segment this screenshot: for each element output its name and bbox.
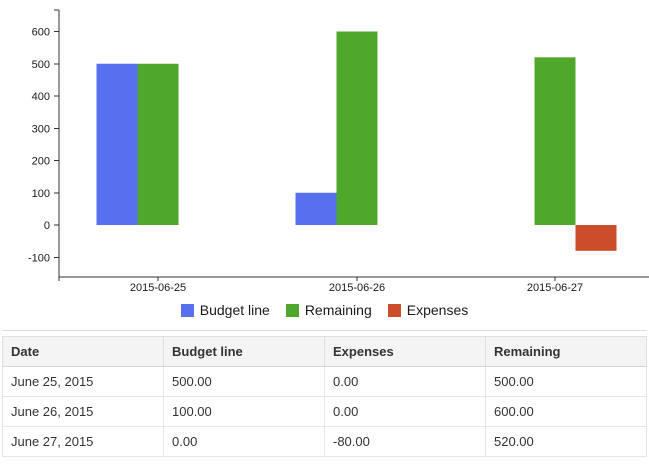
table-row: June 25, 2015 500.00 0.00 500.00	[2, 366, 647, 397]
table-cell: 0.00	[324, 366, 486, 397]
x-axis-category-label: 2015-06-25	[130, 282, 186, 294]
bar-remaining-2015-06-25[interactable]	[137, 63, 179, 225]
bar-budget-line-2015-06-25[interactable]	[96, 63, 138, 225]
legend-label: Remaining	[304, 302, 372, 318]
table-cell: 500.00	[163, 366, 325, 397]
bar-remaining-2015-06-26[interactable]	[336, 31, 378, 226]
legend-item-remaining[interactable]: Remaining	[285, 302, 372, 318]
table-row: June 27, 2015 0.00 -80.00 520.00	[2, 426, 647, 457]
column-header-expenses: Expenses	[324, 336, 486, 367]
y-axis-tick-label: 100	[32, 188, 50, 200]
table-header: Date Budget line Expenses Remaining	[2, 336, 647, 367]
table-cell: 0.00	[324, 396, 486, 427]
table-body: June 25, 2015 500.00 0.00 500.00 June 26, 20…	[2, 366, 647, 457]
y-axis-tick-label: 200	[32, 156, 50, 168]
budget-table: Date Budget line Expenses Remaining June 25…	[2, 336, 647, 457]
table-cell: 520.00	[485, 426, 647, 457]
column-header-budget-line: Budget line	[163, 336, 325, 367]
y-axis-tick-label: 600	[32, 27, 50, 39]
table-cell: 500.00	[485, 366, 647, 397]
y-axis-tick-label: 300	[32, 123, 50, 135]
legend-swatch-remaining	[285, 303, 299, 317]
bar-remaining-2015-06-27[interactable]	[534, 57, 576, 225]
table-cell: 600.00	[485, 396, 647, 427]
y-axis-tick-label: -100	[28, 252, 50, 264]
table-cell: June 26, 2015	[2, 396, 164, 427]
table-cell: 0.00	[163, 426, 325, 457]
y-axis-tick-label: 0	[44, 220, 50, 232]
legend-label: Expenses	[406, 302, 469, 318]
section-divider	[2, 330, 647, 331]
legend-label: Budget line	[199, 302, 270, 318]
column-header-date: Date	[2, 336, 164, 367]
table-cell: 100.00	[163, 396, 325, 427]
table-row: June 26, 2015 100.00 0.00 600.00	[2, 396, 647, 427]
bar-budget-line-2015-06-26[interactable]	[295, 192, 337, 225]
budget-bar-chart[interactable]: -100 0 100 200 300 400 500 600 2015-06-25 2015-06…	[0, 0, 649, 296]
table-cell: June 25, 2015	[2, 366, 164, 397]
x-axis-category-label: 2015-06-27	[527, 282, 583, 294]
bar-expenses-2015-06-27[interactable]	[575, 225, 617, 251]
legend-swatch-expenses	[387, 303, 401, 317]
y-axis-tick-label: 500	[32, 59, 50, 71]
table-cell: June 27, 2015	[2, 426, 164, 457]
y-axis-tick-label: 400	[32, 91, 50, 103]
table-header-row: Date Budget line Expenses Remaining	[2, 336, 647, 367]
legend-swatch-budget-line	[180, 303, 194, 317]
chart-legend: Budget line Remaining Expenses	[0, 302, 649, 318]
legend-item-budget-line[interactable]: Budget line	[180, 302, 270, 318]
column-header-remaining: Remaining	[485, 336, 647, 367]
x-axis-category-label: 2015-06-26	[329, 282, 385, 294]
legend-item-expenses[interactable]: Expenses	[387, 302, 469, 318]
table-cell: -80.00	[324, 426, 486, 457]
